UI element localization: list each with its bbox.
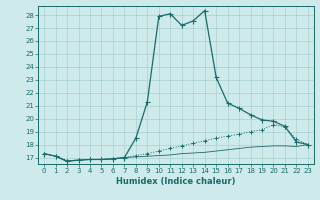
X-axis label: Humidex (Indice chaleur): Humidex (Indice chaleur) (116, 177, 236, 186)
